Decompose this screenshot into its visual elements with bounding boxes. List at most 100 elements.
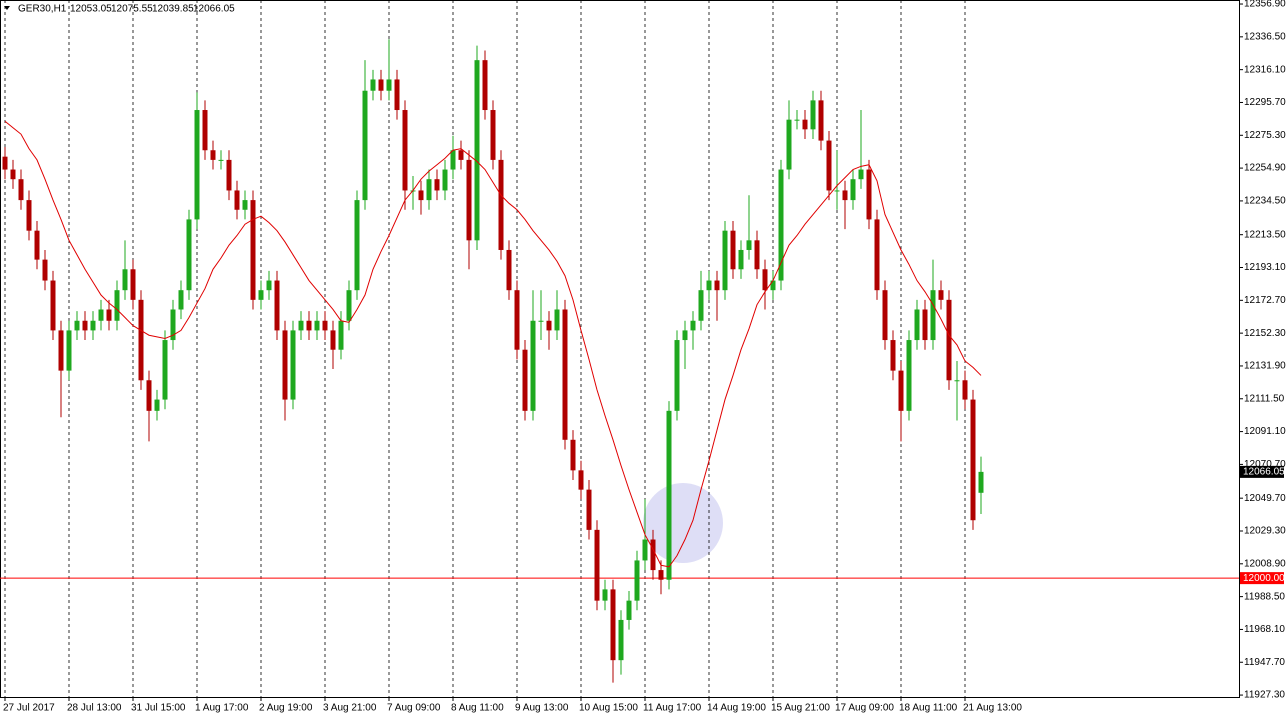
candle-body	[266, 280, 272, 291]
x-tick-label: 31 Jul 15:00	[131, 703, 186, 714]
candle-body	[898, 370, 904, 411]
y-tick-label: 12295.70	[1244, 97, 1286, 108]
candle-body	[290, 330, 296, 400]
candle-body	[458, 150, 464, 160]
candle-body	[802, 119, 808, 130]
plot	[0, 39, 1239, 683]
candle-body	[298, 320, 304, 331]
candle-body	[282, 330, 288, 400]
candle-body	[642, 539, 648, 561]
y-tick-label: 12070.70	[1244, 459, 1286, 470]
candle-body	[58, 330, 64, 371]
candle-body	[234, 190, 240, 210]
candle-body	[522, 349, 528, 411]
candle-body	[154, 399, 160, 411]
candle-body	[850, 179, 856, 201]
x-tick-label: 18 Aug 11:00	[899, 703, 958, 714]
candle-body	[698, 290, 704, 321]
candle-body	[202, 110, 208, 151]
candle-body	[618, 619, 624, 661]
candle-body	[738, 249, 744, 270]
y-tick-label: 12111.50	[1244, 393, 1285, 404]
candle-body	[98, 309, 104, 321]
y-tick-label: 12336.50	[1244, 31, 1286, 42]
candle-body	[866, 169, 872, 220]
candle-body	[354, 200, 360, 291]
candle-body	[538, 320, 544, 322]
candle-body	[514, 290, 520, 350]
candle-body	[50, 280, 56, 331]
highlight-circle	[643, 483, 723, 563]
candle-body	[370, 79, 376, 91]
candle-body	[626, 600, 632, 620]
y-tick-label: 12131.90	[1244, 361, 1286, 372]
y-tick-label: 12049.70	[1244, 493, 1286, 504]
candle-body	[346, 290, 352, 321]
candle-body	[226, 159, 232, 191]
candle-body	[130, 269, 136, 300]
candle-body	[818, 100, 824, 141]
candle-body	[786, 119, 792, 170]
candle-body	[114, 290, 120, 321]
candle-body	[674, 340, 680, 411]
x-tick-label: 1 Aug 17:00	[195, 703, 249, 714]
candle-body	[362, 90, 368, 201]
x-tick-label: 21 Aug 13:00	[963, 703, 1022, 714]
candle-body	[258, 290, 264, 300]
candle-body	[10, 169, 16, 180]
candle-body	[706, 280, 712, 291]
candle-body	[186, 219, 192, 291]
candle-body	[418, 190, 424, 201]
x-tick-label: 11 Aug 17:00	[643, 703, 702, 714]
candle-body	[122, 269, 128, 291]
candle-body	[170, 309, 176, 341]
x-tick-label: 7 Aug 09:00	[387, 703, 441, 714]
candle-body	[586, 489, 592, 530]
x-tick-label: 28 Jul 13:00	[67, 703, 122, 714]
candle-body	[218, 159, 224, 161]
symbol: GER30,H1	[18, 4, 67, 15]
candle-body	[386, 79, 392, 91]
candle-body	[858, 169, 864, 180]
candle-body	[930, 290, 936, 341]
candle-body	[594, 529, 600, 601]
candle-body	[922, 309, 928, 341]
candle-body	[914, 309, 920, 341]
y-tick-label: 12152.30	[1244, 328, 1286, 339]
y-tick-label: 12008.90	[1244, 558, 1286, 569]
ohlc-low: 12039.85	[152, 4, 194, 15]
candle-body	[562, 309, 568, 440]
y-tick-label: 11927.30	[1244, 690, 1285, 701]
y-tick-label: 11988.50	[1244, 591, 1285, 602]
candle-body	[34, 230, 40, 260]
candle-body	[490, 110, 496, 160]
candle-body	[74, 320, 80, 331]
candle-body	[474, 60, 480, 241]
candle-body	[466, 159, 472, 241]
y-tick-label: 12356.90	[1244, 0, 1286, 10]
candle-body	[26, 200, 32, 231]
candle-body	[794, 119, 800, 121]
candle-body	[722, 230, 728, 291]
candle-body	[274, 280, 280, 331]
level-label: 12000.00	[1243, 573, 1285, 584]
candle-body	[906, 340, 912, 411]
candle-body	[874, 219, 880, 291]
candle-body	[66, 330, 72, 371]
menu-arrow	[4, 6, 10, 10]
candle-body	[762, 269, 768, 291]
candle-body	[90, 320, 96, 331]
candle-body	[570, 439, 576, 471]
candle-body	[978, 471, 984, 493]
x-tick-label: 9 Aug 13:00	[515, 703, 569, 714]
current-price-label: 12066.05	[1243, 467, 1285, 478]
candle-body	[970, 399, 976, 521]
x-tick-label: 17 Aug 09:00	[835, 703, 894, 714]
candle-body	[106, 309, 112, 321]
candle-body	[146, 380, 152, 411]
candle-body	[18, 179, 24, 201]
candle-body	[554, 309, 560, 331]
y-tick-label: 12234.50	[1244, 196, 1286, 207]
candle-body	[530, 320, 536, 411]
